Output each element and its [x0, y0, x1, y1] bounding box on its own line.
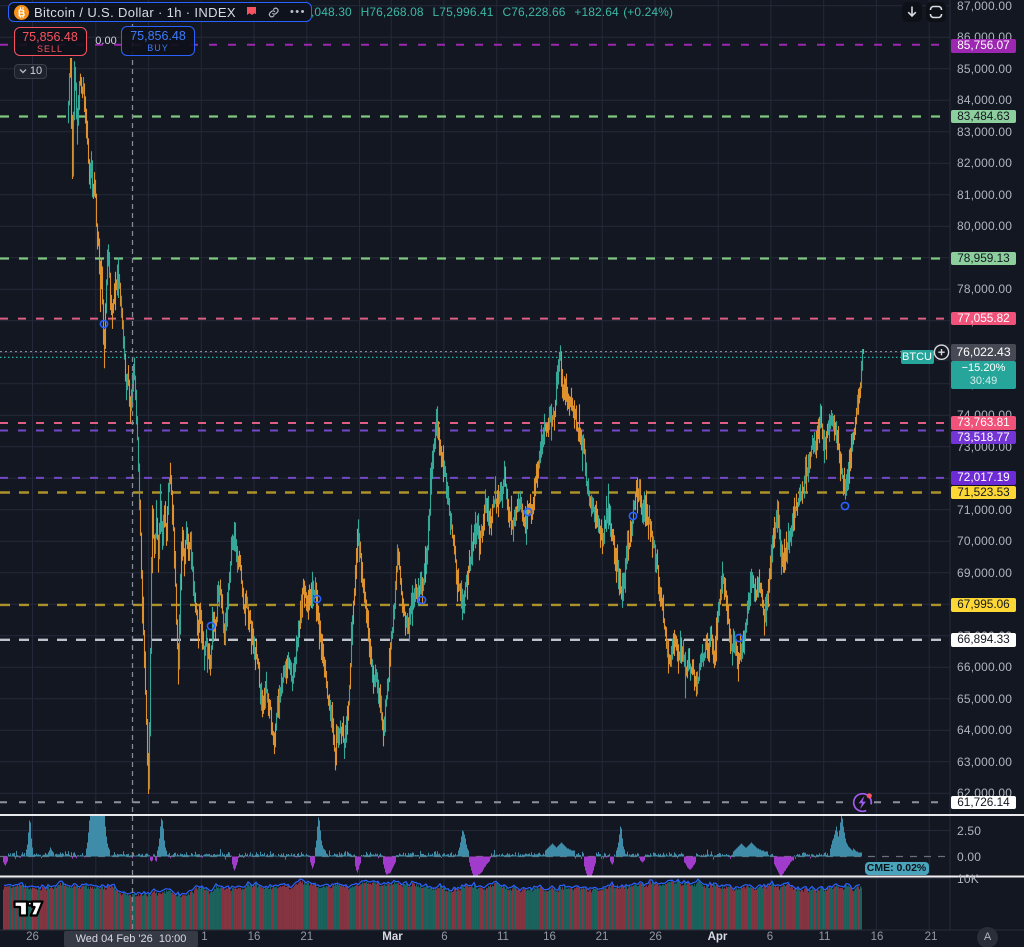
svg-text:B: B	[18, 8, 25, 19]
